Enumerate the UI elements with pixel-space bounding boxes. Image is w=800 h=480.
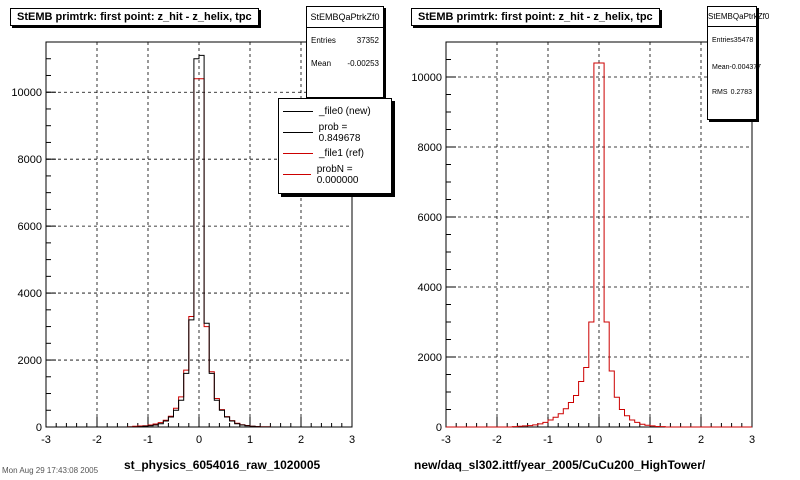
legend-label: _file0 (new) — [319, 106, 371, 117]
y-tick-label: 2000 — [18, 355, 42, 367]
y-tick-label: 8000 — [18, 154, 42, 166]
y-tick-label: 10000 — [411, 72, 442, 84]
y-tick-label: 2000 — [418, 352, 442, 364]
footer-timestamp: Mon Aug 29 17:43:08 2005 — [2, 466, 99, 475]
stats-label: Entries — [311, 36, 336, 45]
stats-label: Mean — [311, 59, 332, 68]
y-tick-label: 0 — [436, 422, 442, 434]
x-tick-label: -2 — [92, 434, 102, 446]
stats-value: -0.00253 — [347, 59, 379, 68]
legend-label: prob = 0.849678 — [318, 121, 361, 144]
x-tick-label: -3 — [441, 434, 451, 446]
legend-entry: _file1 (ref) — [279, 143, 391, 164]
y-tick-label: 8000 — [418, 142, 442, 154]
x-axis-label-left: st_physics_6054016_raw_1020005 — [124, 458, 321, 472]
stats-label: Mean — [712, 64, 730, 71]
y-tick-label: 4000 — [18, 288, 42, 300]
legend-entry: probN = 0.000000 — [279, 163, 391, 186]
stats-row-mean: Mean -0.00253 — [307, 59, 383, 68]
legend-entry: _file0 (new) — [279, 101, 391, 122]
x-tick-label: -3 — [41, 434, 51, 446]
x-tick-label: -1 — [143, 434, 153, 446]
stats-row-entries: Entries 37352 — [307, 36, 383, 45]
stats-row-entries: Entries 35478 — [708, 37, 756, 44]
x-tick-label: 2 — [698, 434, 704, 446]
stats-label: Entries — [712, 37, 734, 44]
chart-title-right: StEMB primtrk: first point: z_hit - z_he… — [411, 8, 660, 26]
stats-name: StEMBQaPtrkZf0 — [708, 7, 769, 27]
x-tick-label: -2 — [492, 434, 502, 446]
stats-row-rms: RMS 0.2783 — [708, 89, 756, 96]
legend-entry: prob = 0.849678 — [279, 121, 391, 144]
y-tick-label: 6000 — [18, 221, 42, 233]
x-axis-label-right: new/daq_sl302.ittf/year_2005/CuCu200_Hig… — [414, 458, 706, 472]
chart-title-left: StEMB primtrk: first point: z_hit - z_he… — [10, 8, 259, 26]
stats-value: 37352 — [356, 36, 379, 45]
legend-swatch — [283, 111, 313, 112]
x-tick-label: 1 — [647, 434, 653, 446]
x-tick-label: 1 — [247, 434, 253, 446]
legend-label: probN = 0.000000 — [316, 163, 359, 186]
histogram-file0-new — [46, 54, 352, 428]
stats-value: -0.004377 — [729, 64, 762, 71]
x-tick-label: -1 — [543, 434, 553, 446]
stats-box-left: StEMBQaPtrkZf0 Entries 37352 Mean -0.002… — [306, 6, 384, 98]
stats-value: 35478 — [733, 37, 754, 44]
legend-swatch — [283, 174, 311, 175]
stats-label: RMS — [712, 89, 728, 96]
x-tick-label: 0 — [596, 434, 602, 446]
stats-value: 0.2783 — [730, 89, 752, 96]
x-tick-label: 0 — [196, 434, 202, 446]
x-tick-label: 2 — [298, 434, 304, 446]
y-tick-label: 0 — [36, 422, 42, 434]
y-tick-label: 10000 — [11, 87, 42, 99]
x-tick-label: 3 — [349, 434, 355, 446]
legend: _file0 (new) prob = 0.849678 _file1 (ref… — [278, 98, 392, 194]
legend-swatch — [283, 153, 313, 154]
stats-row-mean: Mean -0.004377 — [708, 64, 761, 71]
histogram-series — [446, 62, 752, 428]
legend-swatch — [283, 132, 313, 133]
y-tick-label: 4000 — [418, 282, 442, 294]
stats-box-right: StEMBQaPtrkZf0 Entries 35478 Mean -0.004… — [707, 6, 769, 120]
y-tick-label: 6000 — [418, 212, 442, 224]
stats-name: StEMBQaPtrkZf0 — [307, 7, 383, 28]
legend-label: _file1 (ref) — [319, 148, 365, 159]
x-tick-label: 3 — [749, 434, 755, 446]
